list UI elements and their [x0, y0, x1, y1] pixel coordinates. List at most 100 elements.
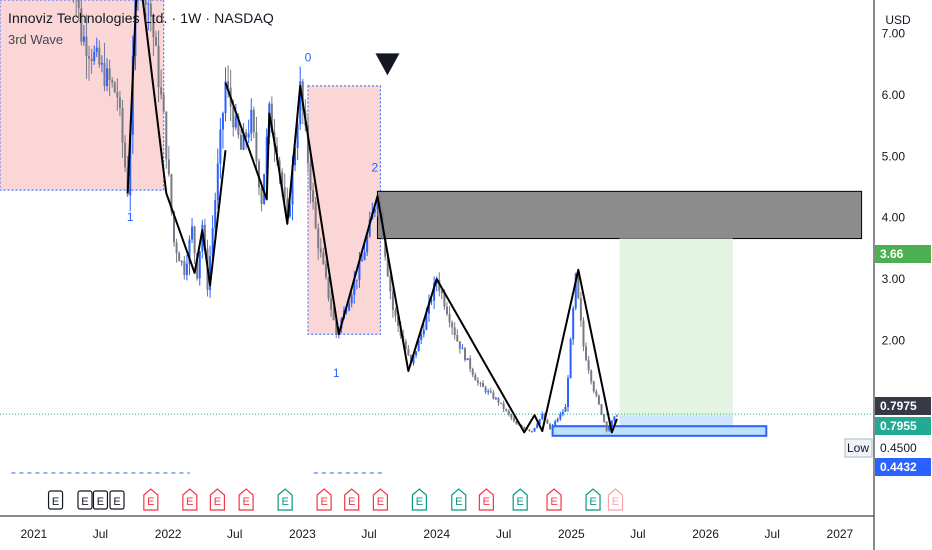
price-badge-bg — [875, 245, 931, 263]
earnings-badge[interactable]: E — [277, 488, 293, 511]
candle-body — [85, 36, 88, 57]
candle-body — [409, 354, 412, 364]
candle — [466, 358, 469, 361]
candle-body — [512, 418, 515, 421]
candle — [536, 422, 539, 429]
candle — [88, 45, 91, 81]
earnings-badge[interactable]: E — [585, 488, 601, 511]
candle — [224, 67, 227, 122]
candle — [85, 14, 88, 79]
candle-body — [528, 429, 531, 431]
earnings-badge[interactable]: E — [316, 488, 332, 511]
candle-body — [299, 81, 302, 125]
candle-body — [363, 252, 366, 260]
earnings-badge[interactable]: E — [512, 488, 528, 511]
candle-body — [242, 132, 245, 150]
earnings-badge[interactable]: E — [182, 488, 198, 511]
earnings-badge[interactable]: E — [451, 488, 467, 511]
earnings-badge[interactable]: E — [607, 488, 624, 511]
earnings-letter: E — [52, 496, 59, 508]
candle — [456, 329, 459, 342]
candle-body — [332, 309, 335, 321]
candle-body — [209, 256, 212, 290]
candle — [100, 55, 103, 73]
earnings-badge[interactable]: E — [109, 490, 125, 510]
y-tick-label: 6.00 — [882, 88, 906, 102]
x-tick-label: 2023 — [289, 527, 316, 541]
candle — [198, 250, 201, 286]
candle — [314, 197, 317, 230]
candle-body — [556, 418, 559, 422]
candle-body — [425, 313, 428, 330]
candle-body — [103, 63, 106, 87]
candle — [592, 380, 595, 394]
candle — [530, 430, 533, 433]
candle-body — [551, 425, 554, 430]
wave-label: 0 — [305, 50, 312, 64]
candle-body — [257, 161, 260, 188]
candle — [484, 385, 487, 395]
candle — [247, 119, 250, 144]
candle-body — [502, 403, 505, 410]
candle — [363, 244, 366, 261]
candle — [554, 419, 557, 428]
candle-body — [420, 334, 423, 340]
currency-label[interactable]: USD — [885, 13, 911, 27]
earnings-badge[interactable]: E — [344, 488, 360, 511]
candle-body — [471, 369, 474, 375]
earnings-badge[interactable]: E — [77, 490, 93, 510]
candle-body — [389, 276, 392, 292]
candle — [461, 344, 464, 350]
earnings-badge[interactable]: E — [238, 488, 254, 511]
candle — [556, 417, 559, 423]
earnings-badge[interactable]: E — [209, 488, 226, 511]
earnings-pentagon — [209, 488, 226, 511]
candle — [505, 408, 508, 412]
earnings-badge[interactable]: E — [478, 488, 494, 511]
candle-body — [252, 109, 255, 133]
candle-body — [250, 109, 253, 134]
price-badge-bg — [875, 458, 931, 476]
candle — [420, 331, 423, 344]
zone-gray-2 — [376, 190, 863, 240]
candle-body — [152, 16, 155, 38]
price-badge-text: 0.7955 — [880, 419, 917, 433]
earnings-badge[interactable]: E — [47, 490, 64, 510]
candle — [324, 260, 327, 280]
candle-body — [497, 398, 500, 403]
earnings-badge[interactable]: E — [411, 488, 427, 511]
earnings-badge[interactable]: E — [143, 488, 159, 511]
candle — [162, 91, 165, 113]
candle — [165, 111, 168, 169]
candle — [75, 0, 77, 17]
candle — [317, 223, 320, 260]
candle-body — [482, 383, 485, 388]
candle-body — [461, 348, 464, 350]
low-label: Low — [847, 441, 869, 455]
candle — [415, 351, 418, 359]
candle — [121, 99, 124, 158]
candle — [597, 394, 600, 406]
price-badge-text: 3.66 — [880, 247, 904, 261]
earnings-badge[interactable]: E — [92, 490, 109, 510]
earnings-badge[interactable]: E — [546, 488, 562, 511]
earnings-letter: E — [589, 496, 596, 508]
candle-body — [533, 427, 536, 432]
earnings-badge[interactable]: E — [372, 488, 388, 511]
candle-body — [309, 162, 312, 191]
candle-body — [203, 224, 206, 249]
candle — [433, 276, 436, 310]
x-tick-label: Jul — [227, 527, 242, 541]
x-tick-label: Jul — [361, 527, 376, 541]
candle — [608, 425, 611, 432]
candle — [152, 13, 155, 57]
candle-body — [162, 94, 165, 112]
candle-body — [355, 279, 358, 281]
wave-label: 1 — [333, 366, 340, 380]
candle-body — [373, 209, 376, 213]
candle — [587, 355, 590, 374]
y-tick-label: 3.00 — [882, 272, 906, 286]
candle-body — [474, 374, 477, 381]
